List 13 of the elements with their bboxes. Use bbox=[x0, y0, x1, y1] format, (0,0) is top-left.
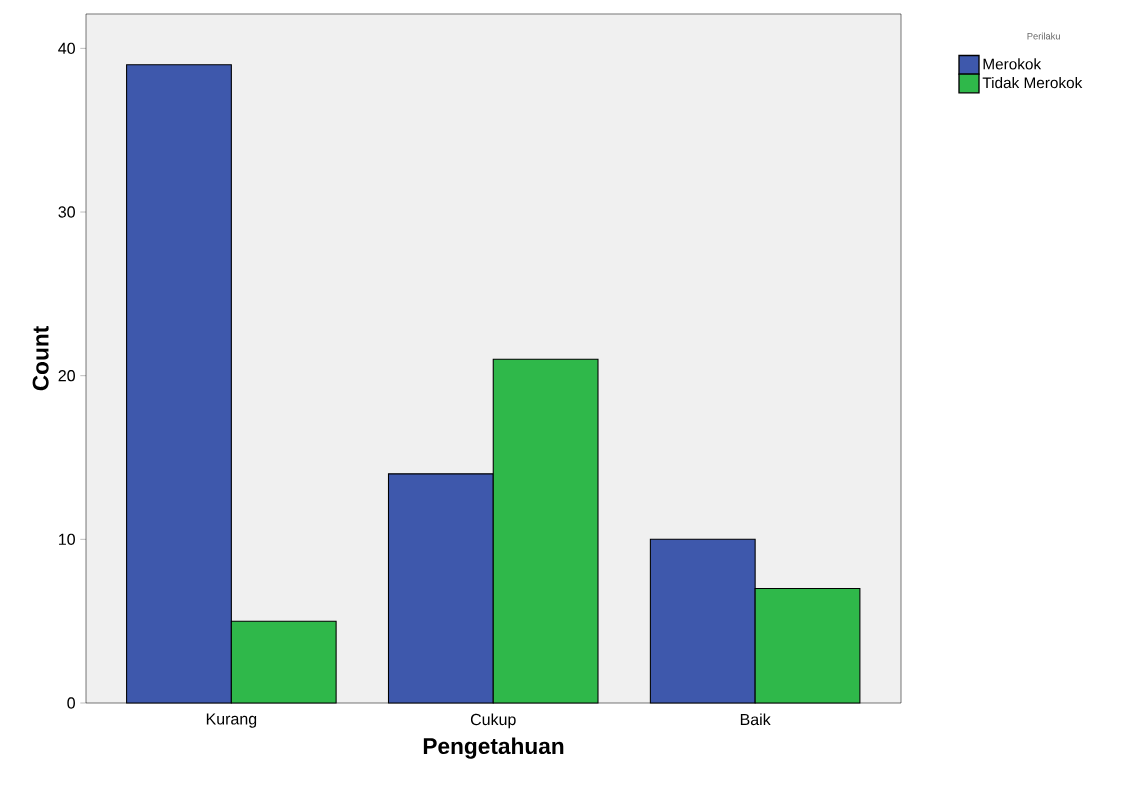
y-axis-title: Count bbox=[32, 326, 49, 391]
y-tick-label: 10 bbox=[59, 533, 75, 545]
y-tick-label: 30 bbox=[58, 206, 75, 218]
x-tick-label: Baik bbox=[740, 713, 771, 726]
y-tick-label: 0 bbox=[67, 697, 75, 709]
y-tick-label: 20 bbox=[58, 370, 75, 382]
x-tick-label: Kurang bbox=[206, 713, 257, 728]
legend-label: Merokok bbox=[983, 58, 1042, 70]
legend-label: Tidak Merokok bbox=[982, 76, 1083, 89]
y-tick-label: 40 bbox=[58, 42, 75, 55]
x-tick-label: Cukup bbox=[470, 713, 516, 729]
legend-title: Perilaku bbox=[1027, 32, 1060, 40]
x-axis-title: Pengetahuan bbox=[423, 737, 564, 759]
